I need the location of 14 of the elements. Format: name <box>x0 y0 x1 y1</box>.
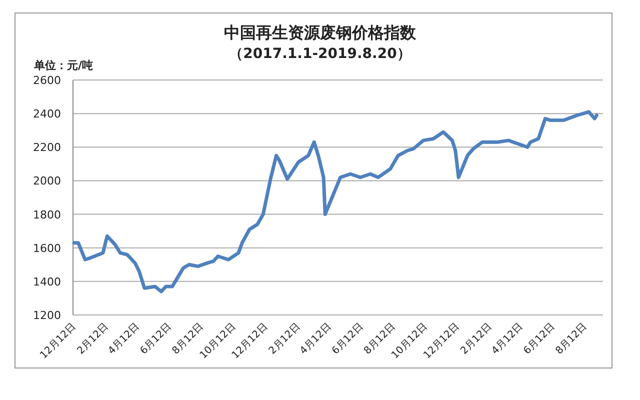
y-tick-label: 1200 <box>33 309 61 322</box>
y-tick-label: 2200 <box>33 141 61 154</box>
y-tick-label: 2000 <box>33 174 61 188</box>
y-tick-label: 1800 <box>33 208 61 222</box>
chart-title: 中国再生资源废钢价格指数 <box>224 23 417 42</box>
y-tick-label: 1400 <box>33 275 61 288</box>
x-tick-label: 8月12日 <box>554 321 590 357</box>
y-tick-label: 2600 <box>33 74 61 87</box>
y-tick-label: 2400 <box>33 108 61 121</box>
chart-subtitle: （2017.1.1-2019.8.20） <box>229 46 411 62</box>
x-tick-label: 12月12日 <box>38 321 78 362</box>
y-tick-label: 1600 <box>33 242 61 255</box>
line-series <box>72 110 598 294</box>
y-axis-title: 单位：元/吨 <box>33 59 94 72</box>
